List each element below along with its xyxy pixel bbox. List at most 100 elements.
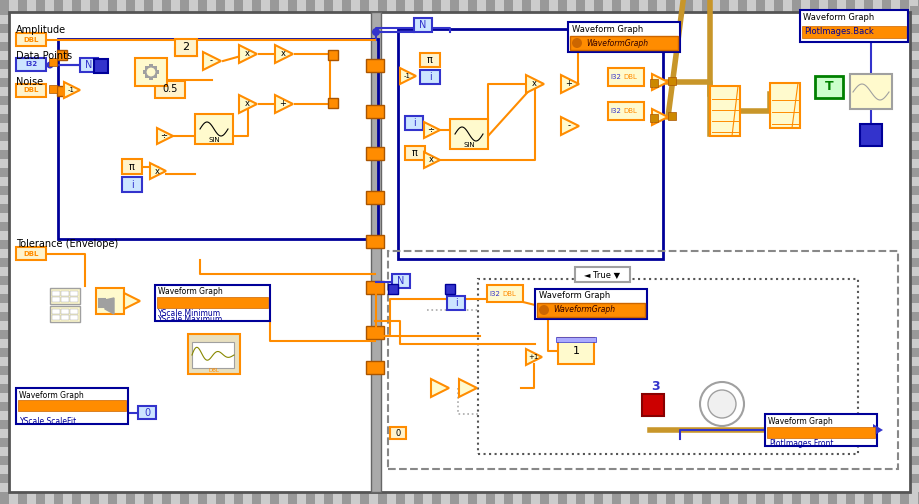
- Bar: [910, 276, 919, 285]
- Bar: [192, 342, 234, 368]
- Text: N: N: [397, 276, 404, 286]
- Text: DBL: DBL: [23, 250, 39, 257]
- Bar: [0, 240, 9, 249]
- Bar: [495, 492, 504, 504]
- Text: x: x: [244, 49, 249, 58]
- Bar: [650, 114, 658, 122]
- Text: SIN: SIN: [209, 137, 220, 143]
- Bar: [810, 0, 819, 12]
- Text: DBL: DBL: [209, 368, 220, 373]
- Bar: [157, 297, 268, 308]
- Bar: [0, 294, 9, 303]
- Bar: [63, 492, 72, 504]
- Polygon shape: [64, 82, 80, 98]
- Text: +1: +1: [528, 354, 539, 360]
- Text: π: π: [129, 161, 135, 171]
- Text: I32: I32: [25, 61, 37, 68]
- Bar: [0, 375, 9, 384]
- Bar: [910, 96, 919, 105]
- Bar: [918, 0, 919, 12]
- Bar: [0, 168, 9, 177]
- Bar: [792, 492, 801, 504]
- Bar: [126, 0, 135, 12]
- Bar: [0, 213, 9, 222]
- Text: x: x: [531, 80, 537, 89]
- Bar: [0, 78, 9, 87]
- Bar: [738, 0, 747, 12]
- Text: -1: -1: [67, 87, 74, 93]
- Text: YScale.Maximum: YScale.Maximum: [158, 316, 223, 325]
- Bar: [16, 247, 46, 260]
- Bar: [608, 68, 644, 86]
- Text: +: +: [565, 80, 573, 89]
- Bar: [0, 177, 9, 186]
- Bar: [702, 492, 711, 504]
- Bar: [0, 159, 9, 168]
- Bar: [149, 64, 153, 68]
- Bar: [162, 492, 171, 504]
- Bar: [918, 492, 919, 504]
- Bar: [261, 0, 270, 12]
- Bar: [0, 24, 9, 33]
- Bar: [72, 0, 81, 12]
- Bar: [639, 492, 648, 504]
- Bar: [171, 0, 180, 12]
- Bar: [18, 0, 27, 12]
- Bar: [420, 70, 440, 84]
- Bar: [531, 492, 540, 504]
- Bar: [774, 492, 783, 504]
- Bar: [279, 492, 288, 504]
- Bar: [648, 492, 657, 504]
- Bar: [910, 33, 919, 42]
- Bar: [36, 492, 45, 504]
- Bar: [910, 429, 919, 438]
- Bar: [576, 492, 585, 504]
- Bar: [162, 0, 171, 12]
- Bar: [155, 285, 270, 321]
- Bar: [0, 402, 9, 411]
- Bar: [0, 366, 9, 375]
- Bar: [693, 492, 702, 504]
- Bar: [642, 394, 664, 416]
- Bar: [747, 492, 756, 504]
- Bar: [0, 465, 9, 474]
- Bar: [195, 114, 233, 144]
- Bar: [603, 0, 612, 12]
- Bar: [441, 492, 450, 504]
- Bar: [910, 384, 919, 393]
- Text: I32: I32: [610, 108, 621, 114]
- Bar: [668, 77, 676, 85]
- Bar: [801, 492, 810, 504]
- Bar: [369, 0, 378, 12]
- Text: i: i: [455, 298, 458, 308]
- Bar: [369, 492, 378, 504]
- Bar: [366, 59, 384, 72]
- Bar: [405, 492, 414, 504]
- Text: +: +: [279, 99, 287, 108]
- Bar: [0, 60, 9, 69]
- Bar: [0, 321, 9, 330]
- Text: PlotImages.Back: PlotImages.Back: [804, 28, 874, 36]
- Bar: [846, 0, 855, 12]
- Bar: [145, 66, 149, 70]
- Text: i: i: [413, 118, 415, 128]
- Bar: [81, 492, 90, 504]
- Polygon shape: [526, 349, 542, 365]
- Bar: [558, 338, 594, 364]
- Bar: [144, 492, 153, 504]
- Bar: [16, 33, 46, 46]
- Bar: [342, 0, 351, 12]
- Bar: [882, 0, 891, 12]
- Bar: [155, 70, 159, 74]
- Bar: [522, 0, 531, 12]
- Bar: [145, 74, 149, 78]
- Bar: [45, 492, 54, 504]
- Bar: [900, 492, 909, 504]
- Bar: [432, 0, 441, 12]
- Bar: [342, 492, 351, 504]
- Bar: [0, 411, 9, 420]
- Bar: [802, 26, 906, 38]
- Bar: [61, 291, 69, 296]
- Text: Noise: Noise: [16, 77, 43, 87]
- Text: Data Points: Data Points: [16, 51, 72, 61]
